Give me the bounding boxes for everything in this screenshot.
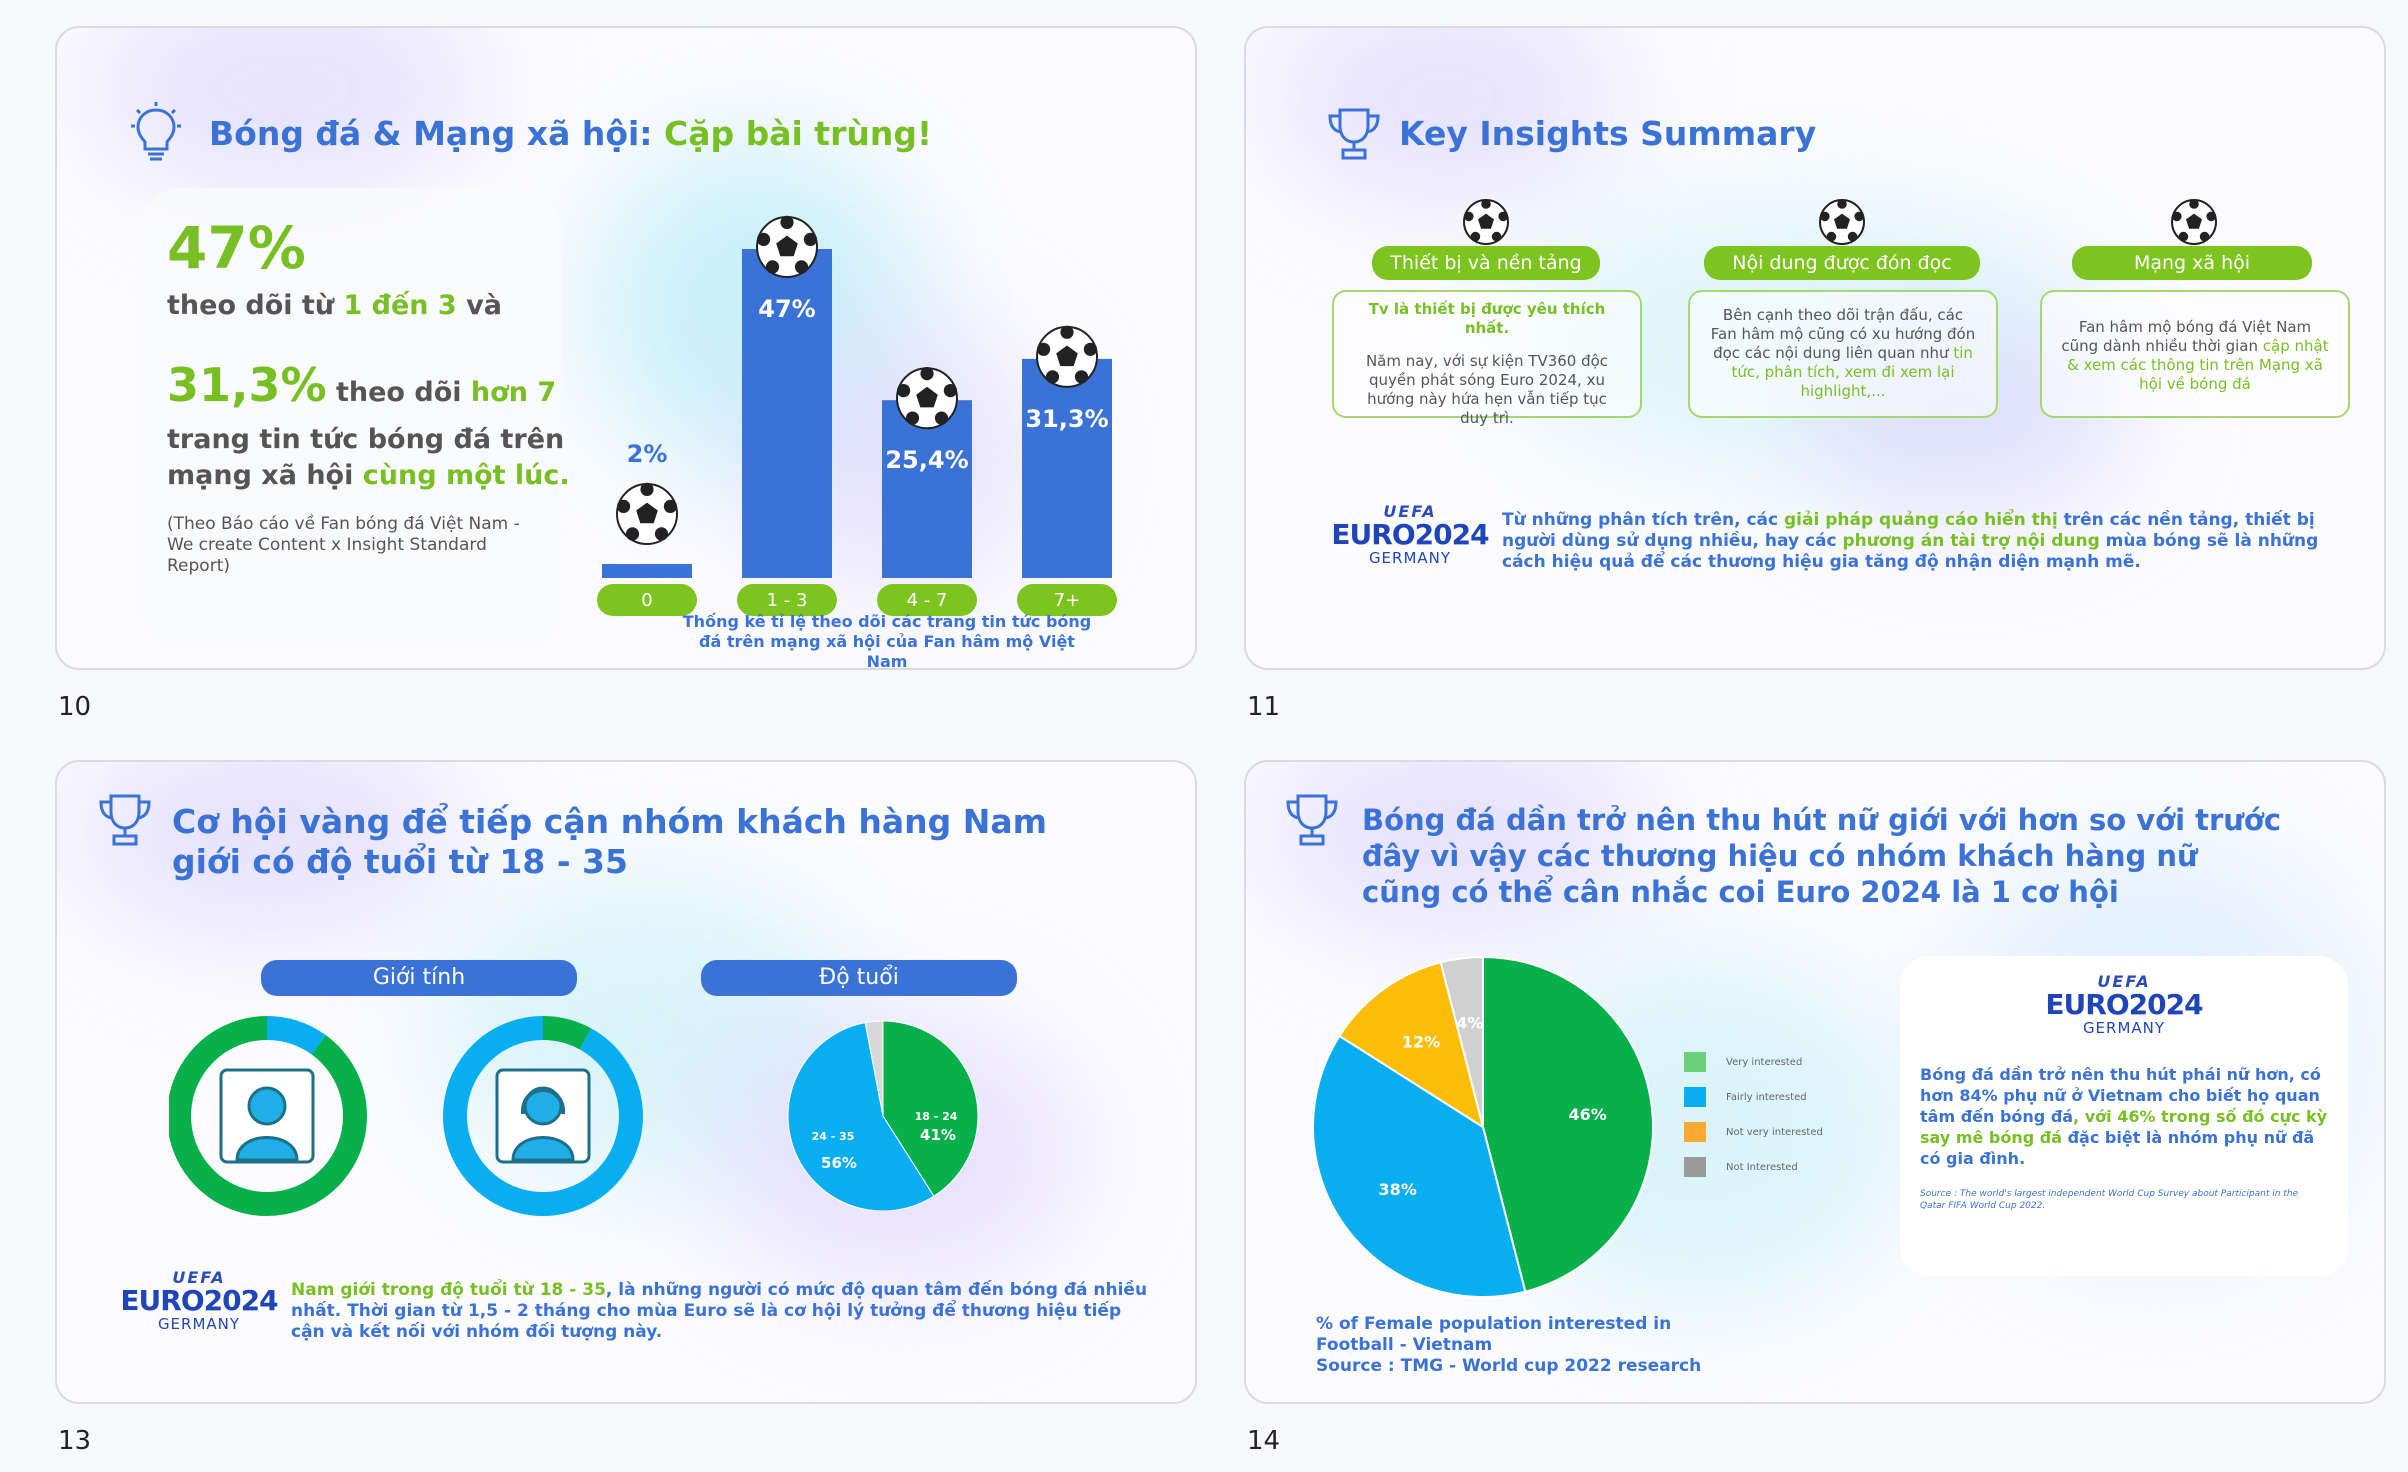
data-label: 12% <box>1402 1033 1440 1052</box>
donut-segment <box>169 1016 367 1216</box>
slide-10[interactable]: Bóng đá & Mạng xã hội: Cặp bài trùng! 47… <box>55 26 1197 670</box>
female-user-icon <box>495 1068 591 1164</box>
slide-11-footer: Từ những phân tích trên, các giải pháp q… <box>1502 510 2319 572</box>
pill-social: Mạng xã hội <box>2072 246 2312 280</box>
euro-2024-logo: UEFA EURO2024 GERMANY <box>1331 502 1489 567</box>
gender-donut-charts <box>169 1016 643 1216</box>
pie-slice <box>1439 955 1484 1128</box>
football-icon <box>1463 199 1509 245</box>
stat-source: (Theo Báo cáo về Fan bóng đá Việt Nam - … <box>167 514 520 576</box>
euro-2024-logo: UEFA EURO2024 GERMANY <box>2045 972 2203 1037</box>
data-label: 38% <box>1379 1180 1417 1199</box>
legend-not-very-interested: Not very interested <box>1684 1122 1823 1142</box>
pie-slice <box>1338 961 1485 1130</box>
slide-14-title: Bóng đá dần trở nên thu hút nữ giới với … <box>1362 803 2282 909</box>
slide-13[interactable]: Cơ hội vàng để tiếp cận nhóm khách hàng … <box>55 760 1197 1404</box>
slide-number: 10 <box>58 692 92 722</box>
category-label: 1 - 3 <box>767 590 808 611</box>
slide-11-title: Key Insights Summary <box>1399 114 1817 153</box>
stat-line4: mạng xã hội cùng một lúc. <box>167 460 570 491</box>
data-label: 56% <box>821 1154 857 1172</box>
slide-number: 14 <box>1247 1426 1281 1456</box>
bar <box>1022 358 1112 578</box>
pill-age: Độ tuổi <box>701 960 1017 996</box>
data-label: 46% <box>1568 1105 1606 1124</box>
data-label: 41% <box>920 1126 956 1144</box>
football-icon <box>756 215 818 278</box>
bar <box>882 400 972 578</box>
category-pill: 1 - 3 <box>737 584 837 616</box>
age-pie-chart: 18 - 24 41% 24 - 35 56% <box>787 1020 979 1212</box>
data-label: 2% <box>627 440 668 468</box>
insight-card-text: Bóng đá dần trở nên thu hút phái nữ hơn,… <box>1920 1065 2328 1168</box>
stat-line2: 31,3% theo dõi hơn 7 <box>167 358 557 412</box>
trophy-icon <box>1286 794 1338 846</box>
football-icon <box>1819 199 1865 245</box>
donut-segment <box>266 1016 326 1055</box>
football-icon <box>616 482 678 545</box>
bar <box>742 249 832 578</box>
slide-13-footer: Nam giới trong độ tuổi từ 18 - 35, là nh… <box>291 1280 1148 1342</box>
football-icon <box>2171 199 2217 245</box>
legend-fairly-interested: Fairly interested <box>1684 1087 1807 1107</box>
female-interest-pie-chart: 46% 38% 12% 4% <box>1311 955 1655 1299</box>
insight-box-devices: Tv là thiết bị được yêu thích nhất. Năm … <box>1332 290 1642 427</box>
pie-slice <box>1311 1034 1527 1299</box>
pie-caption: % of Female population interested in Foo… <box>1316 1314 1702 1376</box>
category-pill: 7+ <box>1017 584 1117 616</box>
pie-slice <box>787 1022 935 1212</box>
trophy-icon <box>99 794 151 846</box>
stat-line1: theo dõi từ 1 đến 3 và <box>167 290 502 321</box>
slide-14[interactable]: Bóng đá dần trở nên thu hút nữ giới với … <box>1244 760 2386 1404</box>
donut-segment <box>442 1016 643 1216</box>
pie-slice <box>882 1020 979 1197</box>
category-pill: 4 - 7 <box>877 584 977 616</box>
football-icon <box>1036 325 1098 388</box>
data-label: 47% <box>758 295 815 323</box>
legend-not-interested: Not Interested <box>1684 1157 1798 1177</box>
lightbulb-icon <box>131 102 181 161</box>
football-icon <box>896 367 958 430</box>
legend-swatch <box>1684 1157 1706 1177</box>
bar-chart: 0 2% 1 - 3 47% 4 - 7 25,4% 7+ 31,3% <box>597 215 1117 616</box>
insight-box-content: Bên cạnh theo dõi trận đấu, các Fan hâm … <box>1688 290 1998 418</box>
category-pill: 0 <box>597 584 697 616</box>
pill-gender: Giới tính <box>261 960 577 996</box>
legend-swatch <box>1684 1052 1706 1072</box>
slide-11[interactable]: Key Insights Summary Thiết bị và nền tản… <box>1244 26 2386 670</box>
male-user-icon <box>219 1068 315 1164</box>
pill-devices: Thiết bị và nền tảng <box>1372 246 1600 280</box>
category-label: 4 - 7 <box>907 590 948 611</box>
data-label: 4% <box>1456 1013 1483 1032</box>
insight-card-source: Source : The world's largest independent… <box>1920 1189 2299 1211</box>
stat-47: 47% <box>167 214 306 282</box>
slide-13-title: Cơ hội vàng để tiếp cận nhóm khách hàng … <box>172 802 1048 881</box>
stat-line3: trang tin tức bóng đá trên <box>167 424 565 455</box>
pie-slice <box>1482 955 1655 1293</box>
category-label: 18 - 24 <box>915 1110 958 1123</box>
bar <box>602 564 692 578</box>
slide-number: 13 <box>58 1426 92 1456</box>
slide-10-title: Bóng đá & Mạng xã hội: Cặp bài trùng! <box>209 114 932 153</box>
donut-segment <box>542 1016 592 1050</box>
pill-content: Nội dung được đón đọc <box>1704 246 1980 280</box>
legend-swatch <box>1684 1087 1706 1107</box>
data-label: 31,3% <box>1025 405 1108 433</box>
category-label: 0 <box>641 590 652 611</box>
chart-caption: Thống kê tỉ lệ theo dõi các trang tin tứ… <box>682 612 1092 670</box>
trophy-icon <box>1328 108 1380 160</box>
insight-card <box>1900 956 2348 1276</box>
category-label: 7+ <box>1054 590 1081 611</box>
insight-box-social: Fan hâm mộ bóng đá Việt Nam cũng dành nh… <box>2040 290 2350 418</box>
stat-card <box>141 188 561 648</box>
data-label: 25,4% <box>885 446 968 474</box>
category-label: 24 - 35 <box>812 1130 855 1143</box>
pie-slice <box>864 1020 884 1117</box>
legend-swatch <box>1684 1122 1706 1142</box>
slide-number: 11 <box>1247 692 1281 722</box>
legend-very-interested: Very interested <box>1684 1052 1802 1072</box>
euro-2024-logo: UEFA EURO2024 GERMANY <box>120 1268 278 1333</box>
